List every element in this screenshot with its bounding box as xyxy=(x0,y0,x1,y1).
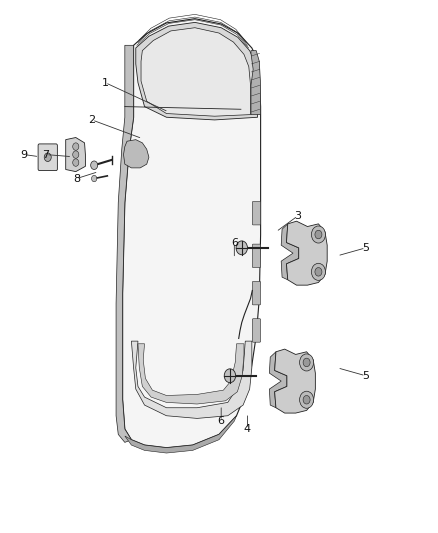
Polygon shape xyxy=(286,221,327,285)
Polygon shape xyxy=(136,22,258,120)
Text: 4: 4 xyxy=(244,424,251,434)
Text: 3: 3 xyxy=(294,211,301,221)
FancyBboxPatch shape xyxy=(252,201,261,225)
Polygon shape xyxy=(116,45,134,442)
Polygon shape xyxy=(131,341,252,418)
Polygon shape xyxy=(138,344,244,404)
Polygon shape xyxy=(123,19,261,448)
Circle shape xyxy=(303,395,310,404)
Text: 8: 8 xyxy=(73,174,80,183)
Text: 9: 9 xyxy=(21,150,28,159)
Circle shape xyxy=(91,161,98,169)
Circle shape xyxy=(73,159,79,166)
FancyBboxPatch shape xyxy=(252,244,261,268)
Text: 2: 2 xyxy=(88,115,95,125)
FancyBboxPatch shape xyxy=(38,144,57,171)
Text: 5: 5 xyxy=(362,243,369,253)
Circle shape xyxy=(73,151,79,158)
Text: 6: 6 xyxy=(231,238,238,247)
Circle shape xyxy=(315,230,322,239)
Circle shape xyxy=(315,268,322,276)
Polygon shape xyxy=(269,352,287,408)
Polygon shape xyxy=(251,51,261,115)
Circle shape xyxy=(311,226,325,243)
Polygon shape xyxy=(281,224,299,280)
Polygon shape xyxy=(66,138,85,172)
Polygon shape xyxy=(125,416,237,453)
Polygon shape xyxy=(275,349,315,413)
Polygon shape xyxy=(141,28,251,116)
Text: 6: 6 xyxy=(218,416,225,426)
Polygon shape xyxy=(124,140,149,168)
Text: 5: 5 xyxy=(362,371,369,381)
Circle shape xyxy=(44,153,51,161)
Circle shape xyxy=(73,143,79,150)
Text: 1: 1 xyxy=(102,78,109,87)
Circle shape xyxy=(92,175,97,182)
Circle shape xyxy=(236,241,247,255)
FancyBboxPatch shape xyxy=(252,281,261,305)
Circle shape xyxy=(300,391,314,408)
Text: 7: 7 xyxy=(42,150,49,159)
Circle shape xyxy=(300,354,314,371)
FancyBboxPatch shape xyxy=(252,319,261,342)
Circle shape xyxy=(224,369,236,383)
Circle shape xyxy=(303,358,310,367)
Circle shape xyxy=(311,263,325,280)
